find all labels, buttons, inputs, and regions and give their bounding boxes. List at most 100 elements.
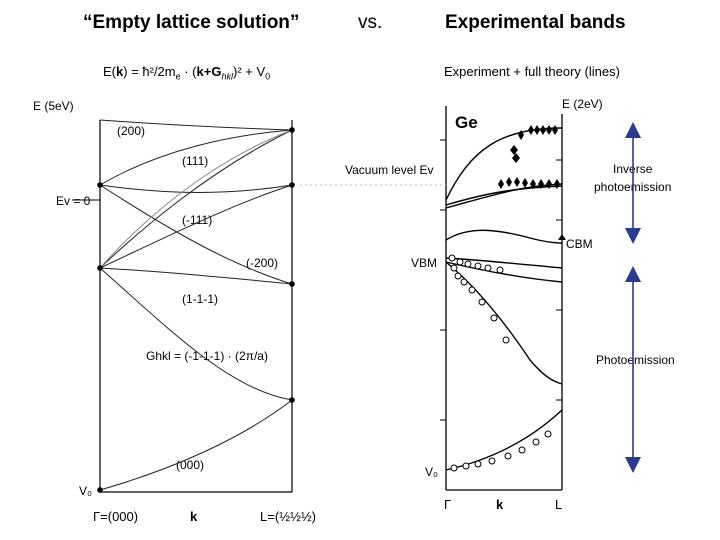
right-energy-axis-label: E (2eV): [562, 97, 603, 111]
data-point: [460, 278, 468, 286]
band-label-200: (200): [117, 124, 146, 138]
node: [289, 127, 295, 133]
data-point: [490, 314, 498, 322]
band-label-m111: (-111): [182, 213, 213, 227]
band-label-111: (111): [182, 154, 209, 168]
data-point: [474, 460, 482, 468]
left-x-tick-l: L=(½½½): [260, 509, 317, 524]
node: [97, 487, 103, 493]
formula-part: hkl: [221, 71, 233, 82]
data-point: [506, 177, 512, 187]
data-point: [504, 452, 512, 460]
node: [289, 281, 295, 287]
band-200: [99, 119, 293, 131]
right-x-tick-k: k: [496, 497, 504, 512]
data-point: [538, 179, 544, 189]
data-point: [464, 260, 472, 268]
data-point: [502, 336, 510, 344]
formula-part: 0: [265, 71, 271, 82]
data-point: [456, 258, 464, 266]
data-point: [488, 457, 496, 465]
formula-part: k: [116, 64, 124, 79]
title-vs: vs.: [358, 12, 383, 33]
theory-band-cbm: [445, 229, 563, 244]
band-label-1m1m1: (1-1-1): [182, 292, 219, 306]
node: [289, 182, 295, 188]
reciprocal-vector-formula: Ghkl = (-1-1-1) · (2π/a): [146, 349, 268, 363]
data-point: [530, 179, 536, 189]
theory-band-vbm-1: [445, 257, 563, 269]
right-axis-ticks: [440, 139, 562, 421]
data-point: [450, 264, 458, 272]
data-point: [540, 125, 546, 135]
left-x-tick-k: k: [190, 509, 198, 524]
right-x-tick-l: L: [555, 497, 563, 512]
data-point: [522, 178, 528, 188]
title-experimental-bands: Experimental bands: [445, 12, 626, 33]
right-v0-label: V₀: [425, 465, 438, 479]
data-point: [450, 464, 458, 472]
data-point: [534, 125, 540, 135]
band-1m1m1: [99, 267, 293, 401]
data-point: [448, 254, 456, 262]
theory-band-descending: [445, 261, 563, 385]
data-point: [546, 179, 552, 189]
data-point: [512, 153, 520, 163]
data-point: [484, 264, 492, 272]
data-point: [518, 130, 524, 140]
formula-part: ) = ħ²/2m: [123, 64, 176, 79]
theory-bands: [445, 127, 563, 471]
material-label-ge: Ge: [455, 113, 478, 132]
data-point: [546, 125, 552, 135]
data-point: [462, 462, 470, 470]
formula-part: )² + V: [232, 64, 266, 79]
node: [97, 265, 103, 271]
band-label-m200: (-200): [246, 256, 279, 270]
band-111-flat: [99, 184, 293, 193]
ev-zero-label: Ev = 0: [56, 194, 91, 208]
data-point: [496, 266, 504, 274]
band-111-up: [99, 129, 293, 186]
data-point: [544, 430, 552, 438]
empty-lattice-bands: [99, 119, 293, 491]
left-energy-axis-label: E (5eV): [33, 99, 74, 113]
dispersion-formula: E(k) = ħ²/2me · (k+Ghkl)² + V0: [103, 64, 270, 82]
theory-band-rising: [445, 127, 563, 201]
data-point: [478, 298, 486, 306]
experiment-subtitle: Experiment + full theory (lines): [444, 64, 620, 79]
data-point: [532, 438, 540, 446]
theory-band-vbm-2: [445, 261, 563, 283]
data-point: [474, 262, 482, 270]
data-point: [518, 446, 526, 454]
formula-part: E(: [103, 64, 116, 79]
cbm-marker: [558, 234, 566, 240]
data-point: [510, 145, 518, 155]
vacuum-level-label: Vacuum level Ev: [345, 163, 434, 177]
node: [289, 397, 295, 403]
right-panel-axes: [445, 106, 563, 491]
node: [97, 182, 103, 188]
band-000: [99, 399, 293, 491]
band-m111-steep: [99, 129, 293, 269]
left-panel-axes: [99, 120, 293, 493]
left-x-tick-gamma: Γ=(000): [93, 509, 139, 524]
theory-band-bottom: [445, 409, 563, 471]
data-point: [454, 272, 462, 280]
formula-part: k: [196, 64, 204, 79]
band-m111-upper: [99, 184, 293, 269]
data-point: [514, 177, 520, 187]
cbm-label: CBM: [566, 237, 593, 251]
data-point: [552, 125, 558, 135]
data-point: [468, 286, 476, 294]
left-nodes: [97, 127, 295, 493]
vbm-label: VBM: [411, 256, 438, 270]
formula-part: · (: [180, 64, 197, 79]
data-point: [498, 179, 504, 189]
data-point: [528, 125, 534, 135]
inverse-data-points: [498, 125, 560, 189]
band-111-down: [99, 184, 293, 285]
formula-part: e: [175, 71, 181, 82]
right-x-tick-gamma: Γ: [444, 497, 452, 512]
photoemission-data-points: [448, 254, 552, 472]
